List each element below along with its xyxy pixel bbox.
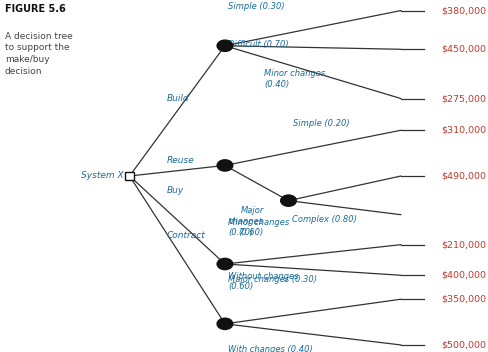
Text: $350,000: $350,000 <box>441 295 486 304</box>
Text: FIGURE 5.6: FIGURE 5.6 <box>5 4 65 13</box>
Circle shape <box>217 40 232 51</box>
Text: $380,000: $380,000 <box>441 6 486 15</box>
Text: Reuse: Reuse <box>166 156 194 165</box>
Text: Minor changes
(0.70): Minor changes (0.70) <box>228 218 289 237</box>
Text: Without changes
(0.60): Without changes (0.60) <box>228 272 298 291</box>
Text: With changes (0.40): With changes (0.40) <box>228 345 312 352</box>
Text: $500,000: $500,000 <box>441 340 486 350</box>
Text: $490,000: $490,000 <box>441 171 486 181</box>
Text: Simple (0.30): Simple (0.30) <box>228 1 285 11</box>
Text: $310,000: $310,000 <box>441 126 486 135</box>
Text: Contract: Contract <box>166 231 204 240</box>
Text: $275,000: $275,000 <box>441 94 486 103</box>
Circle shape <box>217 318 232 329</box>
Text: $210,000: $210,000 <box>441 240 486 249</box>
Text: Simple (0.20): Simple (0.20) <box>293 119 349 128</box>
Circle shape <box>217 160 232 171</box>
Text: Build: Build <box>166 94 188 103</box>
Text: $400,000: $400,000 <box>441 271 486 280</box>
Text: A decision tree
to support the
make/buy
decision: A decision tree to support the make/buy … <box>5 32 73 76</box>
Circle shape <box>280 195 296 206</box>
Circle shape <box>217 258 232 270</box>
Bar <box>124 172 134 180</box>
Text: Minor changes
(0.40): Minor changes (0.40) <box>264 69 325 89</box>
Text: $450,000: $450,000 <box>441 44 486 53</box>
Text: Complex (0.80): Complex (0.80) <box>291 215 356 225</box>
Text: Difficult (0.70): Difficult (0.70) <box>228 39 288 49</box>
Text: Major changes (0.30): Major changes (0.30) <box>228 275 317 284</box>
Text: Buy: Buy <box>166 186 183 195</box>
Text: System X: System X <box>81 171 123 181</box>
Text: Major
changes
(0.60): Major changes (0.60) <box>228 206 264 237</box>
